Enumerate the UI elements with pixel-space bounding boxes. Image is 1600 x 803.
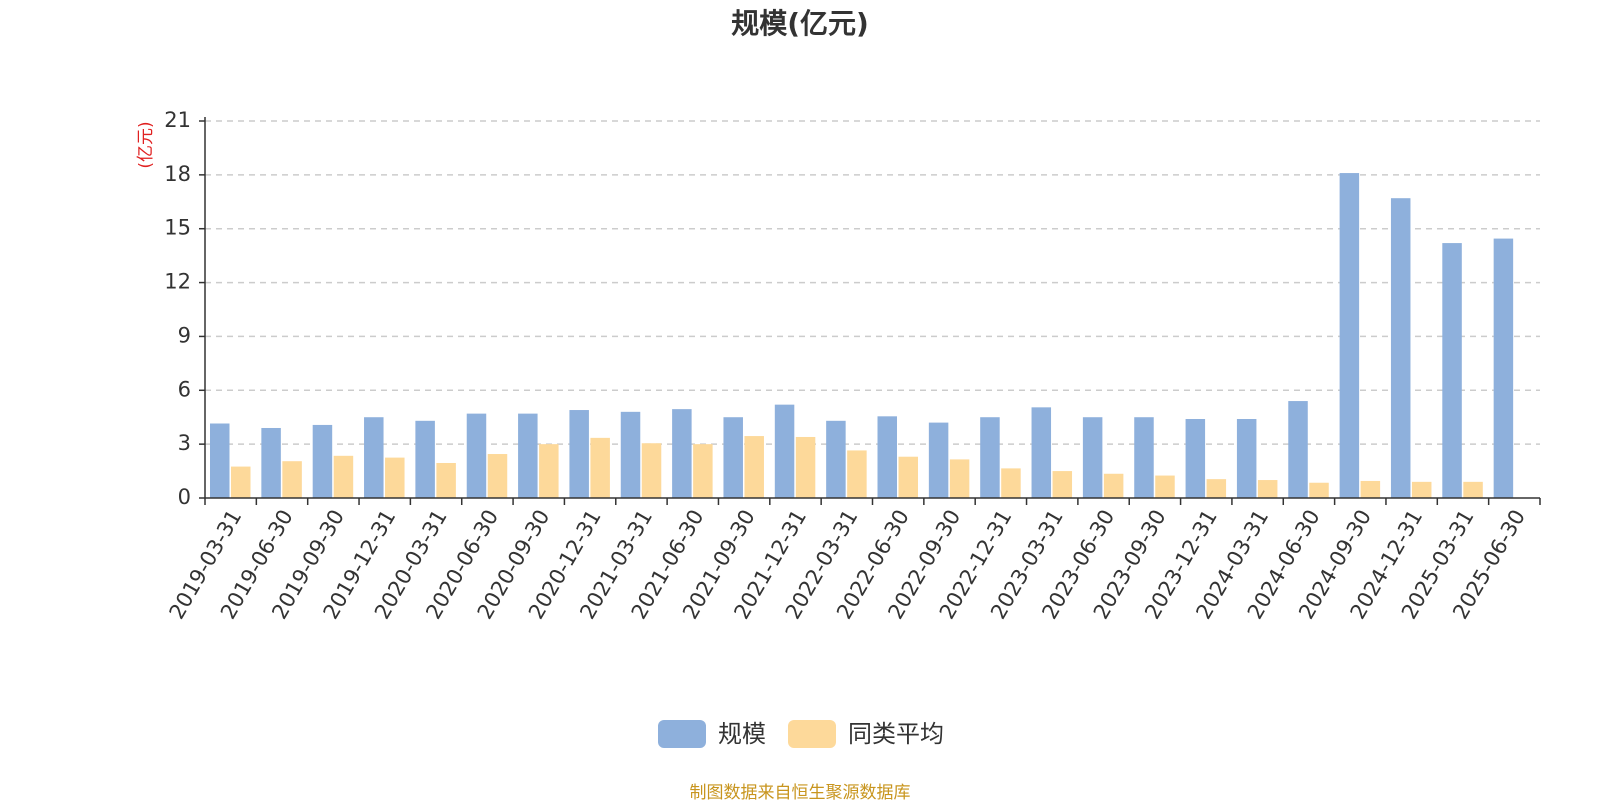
y-tick-label: 15: [164, 216, 191, 240]
bar-peer-average: [1463, 481, 1483, 498]
bar-peer-average: [1155, 475, 1175, 498]
bar-peer-average: [693, 444, 713, 498]
bar-peer-average: [949, 459, 970, 498]
bar-scale: [1339, 173, 1360, 499]
bar-scale: [877, 416, 897, 498]
bar-scale: [569, 410, 589, 498]
chart-title: 规模(亿元): [731, 7, 869, 40]
bar-scale: [415, 420, 435, 498]
bar-scale: [364, 417, 384, 498]
x-axis: 2019-03-312019-06-302019-09-302019-12-31…: [165, 497, 1541, 623]
bar-peer-average: [1360, 480, 1381, 498]
bar-scale: [620, 411, 641, 498]
bar-peer-average: [1103, 473, 1124, 498]
y-axis-unit-label: (亿元): [136, 121, 156, 168]
bar-scale: [1442, 243, 1462, 498]
bar-peer-average: [539, 444, 559, 498]
y-tick-label: 21: [164, 108, 191, 132]
bar-peer-average: [744, 436, 764, 498]
bar-peer-average: [1052, 471, 1073, 498]
bar-peer-average: [1001, 468, 1021, 498]
legend-label: 规模: [718, 720, 766, 748]
bar-scale: [723, 417, 743, 498]
bar-scale: [1390, 198, 1411, 498]
bar-peer-average: [590, 437, 610, 498]
bar-peer-average: [1411, 481, 1432, 498]
bar-scale: [210, 423, 230, 498]
bar-peer-average: [1257, 480, 1278, 498]
bar-scale: [518, 413, 538, 498]
bar-scale: [1134, 417, 1154, 498]
bar-scale: [1288, 401, 1308, 498]
y-tick-label: 9: [178, 323, 191, 347]
bar-scale: [672, 409, 692, 498]
y-tick-label: 3: [178, 431, 191, 455]
bar-peer-average: [231, 466, 251, 498]
legend: 规模 同类平均: [658, 720, 944, 748]
y-tick-label: 12: [164, 270, 191, 294]
bars: [210, 173, 1514, 499]
bar-peer-average: [847, 450, 867, 498]
legend-label: 同类平均: [848, 720, 944, 748]
bar-peer-average: [333, 455, 354, 498]
bar-scale: [261, 427, 281, 498]
bar-scale: [1493, 238, 1514, 499]
bar-scale: [1185, 419, 1206, 498]
bar-peer-average: [641, 443, 662, 498]
y-axis: 0 3 6 9 12 15 18 21: [164, 108, 206, 509]
bar-peer-average: [385, 457, 405, 498]
bar-peer-average: [436, 462, 456, 498]
bar-peer-average: [898, 456, 918, 498]
y-tick-label: 0: [178, 485, 191, 509]
legend-swatch: [788, 720, 836, 748]
bar-peer-average: [1309, 482, 1329, 498]
bar-peer-average: [1206, 479, 1227, 498]
bar-peer-average: [795, 436, 816, 498]
bar-peer-average: [487, 454, 508, 498]
bar-scale: [980, 417, 1000, 498]
bar-peer-average: [282, 461, 302, 498]
bar-scale: [774, 404, 795, 498]
bar-scale: [466, 413, 487, 498]
y-tick-label: 18: [164, 162, 191, 186]
y-tick-label: 6: [178, 377, 191, 401]
bar-scale: [1031, 407, 1052, 498]
bar-scale: [928, 422, 949, 498]
bar-scale: [826, 420, 846, 498]
source-note: 制图数据来自恒生聚源数据库: [689, 783, 911, 803]
bar-scale: [312, 424, 333, 498]
bar-scale: [1082, 417, 1103, 498]
bar-scale: [1236, 419, 1257, 498]
legend-swatch: [658, 720, 706, 748]
